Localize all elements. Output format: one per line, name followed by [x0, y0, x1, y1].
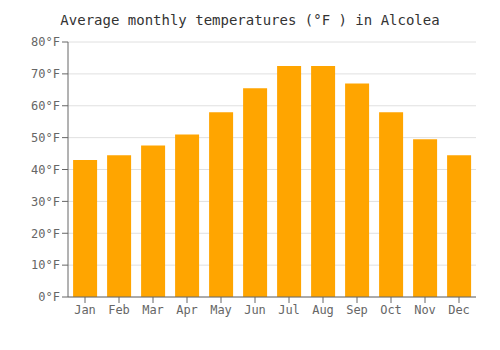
svg-text:Jun: Jun	[244, 303, 266, 317]
svg-text:Mar: Mar	[142, 303, 164, 317]
svg-text:70°F: 70°F	[31, 67, 60, 81]
svg-text:50°F: 50°F	[31, 131, 60, 145]
svg-text:0°F: 0°F	[38, 290, 60, 304]
svg-text:Sep: Sep	[346, 303, 368, 317]
svg-text:Dec: Dec	[448, 303, 470, 317]
svg-text:Jul: Jul	[278, 303, 300, 317]
svg-text:Aug: Aug	[312, 303, 334, 317]
svg-text:60°F: 60°F	[31, 99, 60, 113]
svg-text:30°F: 30°F	[31, 195, 60, 209]
html-text:Average monthly temperatures (: Average monthly temperatures (°F ) in Al…	[60, 12, 440, 28]
svg-text:40°F: 40°F	[31, 163, 60, 177]
svg-text:20°F: 20°F	[31, 227, 60, 241]
svg-text:Feb: Feb	[108, 303, 130, 317]
svg-text:May: May	[210, 303, 232, 317]
svg-text:Apr: Apr	[176, 303, 198, 317]
svg-text:Nov: Nov	[414, 303, 436, 317]
svg-text:Jan: Jan	[74, 303, 96, 317]
svg-text:80°F: 80°F	[31, 35, 60, 49]
svg-text:Oct: Oct	[380, 303, 402, 317]
svg-text:10°F: 10°F	[31, 258, 60, 272]
